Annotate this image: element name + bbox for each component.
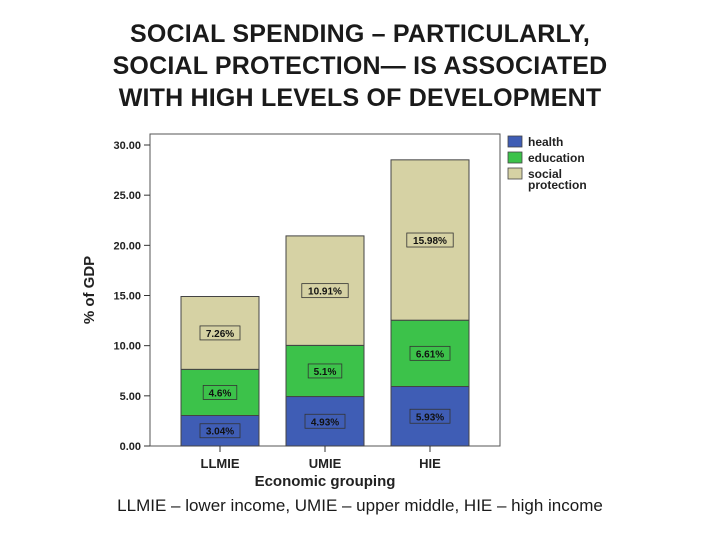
data-label-box (202, 385, 238, 400)
y-tick-label: 15.00 (113, 291, 141, 303)
y-tick-label: 20.00 (113, 240, 141, 252)
data-label-box (406, 232, 454, 248)
data-label: 5.1% (314, 367, 337, 378)
slide-title: SOCIAL SPENDING – PARTICULARLY, SOCIAL P… (40, 18, 680, 114)
legend-swatch-social-protection (507, 167, 523, 180)
x-axis-label: Economic grouping (255, 473, 396, 490)
legend-label: health (528, 135, 563, 149)
title-line-1: SOCIAL SPENDING – PARTICULARLY, (130, 20, 590, 48)
data-label-box (307, 363, 343, 379)
title-line-2: SOCIAL PROTECTION— IS ASSOCIATED (112, 52, 608, 80)
data-label: 4.93% (311, 417, 339, 428)
y-tick-label: 5.00 (120, 391, 141, 403)
y-tick-label: 0.00 (120, 441, 141, 453)
data-label-box (199, 325, 241, 341)
legend-swatch-education (507, 151, 523, 164)
data-label: 5.93% (416, 412, 444, 423)
y-axis-label: % of GDP (81, 256, 98, 324)
legend-label: protection (528, 178, 587, 192)
title-line-3: WITH HIGH LEVELS OF DEVELOPMENT (118, 84, 602, 112)
data-label-box (409, 408, 451, 424)
x-tick-label: HIE (419, 456, 441, 471)
data-label: 15.98% (413, 236, 447, 247)
y-tick-label: 10.00 (113, 341, 141, 353)
data-label: 10.91% (308, 287, 342, 298)
x-tick-label: UMIE (309, 456, 342, 471)
y-tick-label: 30.00 (113, 140, 141, 152)
data-label: 4.6% (209, 388, 232, 399)
footer-note: LLMIE – lower income, UMIE – upper middl… (117, 496, 603, 515)
x-tick-label: LLMIE (201, 456, 240, 471)
legend-label: social (528, 167, 562, 181)
data-label: 6.61% (416, 349, 444, 360)
data-label: 3.04% (206, 427, 234, 438)
legend-swatch-health (507, 135, 523, 148)
data-label-box (304, 413, 346, 429)
data-label-box (199, 423, 241, 439)
y-tick-label: 25.00 (113, 190, 141, 202)
legend-label: education (528, 151, 585, 165)
data-label-box (301, 283, 349, 299)
data-label: 7.26% (206, 329, 234, 340)
data-label-box (409, 345, 451, 361)
